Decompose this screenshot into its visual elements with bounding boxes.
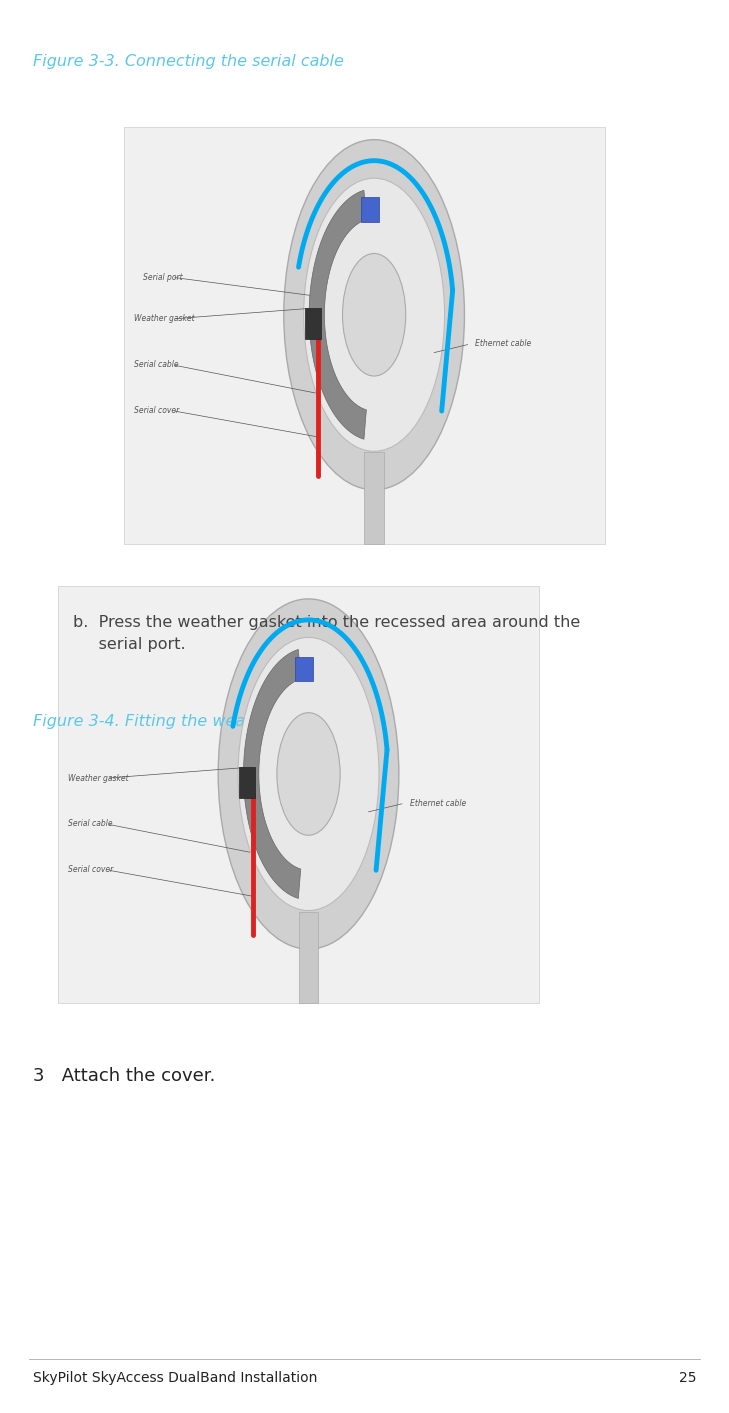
FancyBboxPatch shape [295,657,313,681]
Text: b.  Press the weather gasket into the recessed area around the
     serial port.: b. Press the weather gasket into the rec… [73,615,580,651]
FancyBboxPatch shape [299,911,319,1003]
Text: Serial port: Serial port [143,273,183,281]
Text: 25: 25 [679,1371,696,1385]
Circle shape [238,637,379,910]
FancyBboxPatch shape [58,586,539,1003]
Text: Serial cover: Serial cover [68,865,113,875]
Text: 3   Attach the cover.: 3 Attach the cover. [33,1067,215,1085]
Text: Figure 3-3. Connecting the serial cable: Figure 3-3. Connecting the serial cable [33,54,343,69]
Polygon shape [309,191,367,439]
Polygon shape [243,650,301,899]
Text: Ethernet cable: Ethernet cable [475,339,531,349]
Circle shape [343,253,406,376]
FancyBboxPatch shape [364,452,384,544]
Text: Serial cable: Serial cable [68,820,112,828]
Text: Figure 3-4. Fitting the weather gasket: Figure 3-4. Fitting the weather gasket [33,714,337,729]
Text: Serial cable: Serial cable [133,360,178,369]
FancyBboxPatch shape [124,127,605,544]
Text: Serial cover: Serial cover [133,406,179,415]
Circle shape [218,599,399,950]
Text: Weather gasket: Weather gasket [133,315,194,324]
FancyBboxPatch shape [361,198,378,222]
Text: Ethernet cable: Ethernet cable [410,798,466,808]
Circle shape [304,178,445,451]
Circle shape [277,712,340,835]
FancyBboxPatch shape [239,767,255,798]
Circle shape [284,140,464,490]
FancyBboxPatch shape [305,308,321,339]
Text: Weather gasket: Weather gasket [68,774,128,783]
Text: SkyPilot SkyAccess DualBand Installation: SkyPilot SkyAccess DualBand Installation [33,1371,317,1385]
